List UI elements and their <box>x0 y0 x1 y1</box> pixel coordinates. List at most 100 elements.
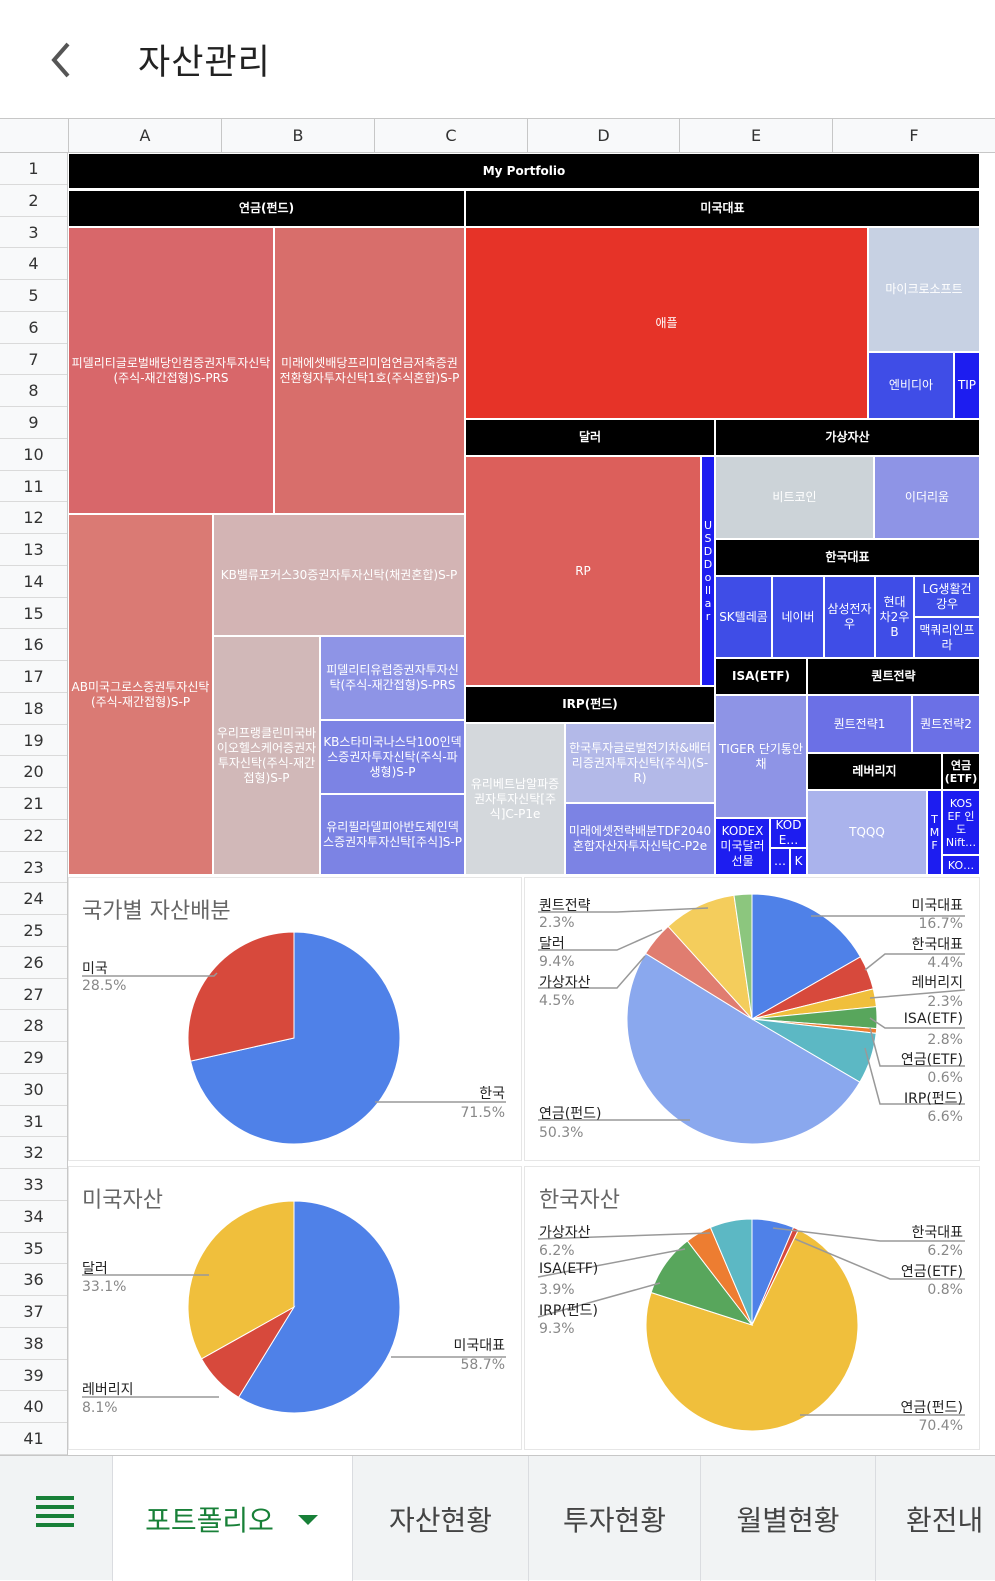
treemap-group-irp[interactable]: IRP(펀드) <box>465 686 715 723</box>
column-header[interactable]: E <box>679 119 832 152</box>
tab-exchange[interactable]: 환전내 <box>875 1456 995 1581</box>
treemap-item[interactable]: 네이버 <box>772 576 824 658</box>
row-header[interactable]: 17 <box>0 661 67 693</box>
row-header[interactable]: 10 <box>0 439 67 471</box>
row-header[interactable]: 9 <box>0 407 67 439</box>
treemap-item[interactable]: KODEX 미국달러선물 <box>715 818 770 875</box>
row-header[interactable]: 15 <box>0 598 67 630</box>
row-header[interactable]: 8 <box>0 375 67 408</box>
tab-investment-status[interactable]: 투자현황 <box>528 1456 700 1581</box>
treemap-item[interactable]: 미래에셋전략배분TDF2040혼합자산자투자신탁C-P2e <box>565 803 715 875</box>
treemap-group-quant[interactable]: 퀀트전략 <box>807 658 980 695</box>
treemap-item[interactable]: 삼성전자우 <box>824 576 875 658</box>
treemap-item[interactable]: 엔비디아 <box>868 352 954 419</box>
treemap-item[interactable]: KOD E… <box>770 818 807 848</box>
tab-asset-status[interactable]: 자산현황 <box>352 1456 528 1581</box>
treemap-group-dollar[interactable]: 달러 <box>465 419 715 456</box>
row-header[interactable]: 1 <box>0 153 67 185</box>
pie-chart[interactable] <box>69 1167 521 1449</box>
dropdown-arrow-icon[interactable] <box>296 1511 320 1527</box>
column-header[interactable]: A <box>68 119 221 152</box>
row-header[interactable]: 30 <box>0 1074 67 1106</box>
row-header[interactable]: 24 <box>0 883 67 916</box>
treemap-group-leverage[interactable]: 레버리지 <box>807 753 942 790</box>
category-allocation-chart[interactable]: 퀀트전략 2.3% 달러 9.4% 가상자산 4.5% 연금(펀드) 50.3%… <box>524 877 980 1161</box>
pie-slice[interactable] <box>626 952 861 1145</box>
row-header[interactable]: 12 <box>0 502 67 535</box>
row-header[interactable]: 22 <box>0 820 67 852</box>
treemap-item[interactable]: 이더리움 <box>874 456 980 539</box>
treemap-item[interactable]: 마이크로소프트 <box>868 227 980 352</box>
column-header[interactable]: D <box>527 119 679 152</box>
row-header[interactable]: 36 <box>0 1264 67 1297</box>
treemap-item[interactable]: SK텔레콤 <box>715 576 772 658</box>
tab-monthly-status[interactable]: 월별현황 <box>700 1456 875 1581</box>
portfolio-treemap[interactable]: My Portfolio 연금(펀드) 피델리티글로벌배당인컴증권자투자신탁(주… <box>68 153 980 875</box>
treemap-item[interactable]: USD Dollar <box>701 456 715 686</box>
treemap-group-us-rep[interactable]: 미국대표 <box>465 190 980 227</box>
row-header[interactable]: 37 <box>0 1296 67 1328</box>
row-header[interactable]: 21 <box>0 788 67 820</box>
row-header[interactable]: 29 <box>0 1042 67 1074</box>
row-header[interactable]: 27 <box>0 979 67 1011</box>
treemap-item[interactable]: T M F <box>927 790 942 875</box>
treemap-item[interactable]: 유리필라델피아반도체인덱스증권자투자신탁[주식]S-P <box>320 794 465 875</box>
treemap-item[interactable]: KO… <box>942 855 980 875</box>
pie-chart[interactable] <box>525 1167 979 1449</box>
row-header[interactable]: 23 <box>0 852 67 884</box>
back-arrow-icon[interactable] <box>44 36 80 84</box>
kr-assets-chart[interactable]: 한국자산 가상자산 6.2% ISA(ETF) 3.9% IRP(펀드) 9.3… <box>524 1166 980 1450</box>
row-header[interactable]: 38 <box>0 1328 67 1360</box>
treemap-item[interactable]: RP <box>465 456 701 686</box>
row-header[interactable]: 3 <box>0 217 67 249</box>
treemap-group-isa[interactable]: ISA(ETF) <box>715 658 807 695</box>
treemap-item[interactable]: 미래에셋배당프리미엄연금저축증권전환형자투자신탁1호(주식혼합)S-P <box>274 227 465 514</box>
treemap-group-pension-fund[interactable]: 연금(펀드) <box>68 190 465 227</box>
treemap-item[interactable]: 피델리티유럽증권자투자신탁(주식-재간접형)S-PRS <box>320 636 465 720</box>
row-header[interactable]: 4 <box>0 248 67 281</box>
treemap-item[interactable]: KB스타미국나스닥100인덱스증권자투자신탁(주식-파생형)S-P <box>320 720 465 794</box>
row-header[interactable]: 16 <box>0 629 67 662</box>
treemap-item[interactable]: TQQQ <box>807 790 927 875</box>
treemap-item[interactable]: 현대차2우B <box>875 576 914 658</box>
treemap-item[interactable]: LG생활건강우 <box>914 576 980 617</box>
column-header[interactable]: B <box>221 119 374 152</box>
treemap-item[interactable]: 퀀트전략2 <box>912 695 980 753</box>
row-header[interactable]: 32 <box>0 1137 67 1170</box>
row-header[interactable]: 20 <box>0 756 67 789</box>
pie-chart[interactable] <box>525 878 979 1160</box>
all-sheets-menu-icon[interactable] <box>36 1496 74 1527</box>
pie-slice[interactable] <box>237 1200 401 1414</box>
pie-slice[interactable] <box>645 1229 859 1432</box>
treemap-item[interactable]: 퀀트전략1 <box>807 695 912 753</box>
treemap-item[interactable]: TIP <box>954 352 980 419</box>
treemap-item[interactable]: KB밸류포커스30증권자투자신탁(채권혼합)S-P <box>213 514 465 636</box>
row-header[interactable]: 26 <box>0 947 67 979</box>
row-header[interactable]: 13 <box>0 534 67 566</box>
treemap-item[interactable]: AB미국그로스증권투자신탁(주식-재간접형)S-P <box>68 514 213 875</box>
row-header[interactable]: 40 <box>0 1391 67 1424</box>
treemap-item[interactable]: 한국투자글로벌전기차&배터리증권자투자신탁(주식)(S-R) <box>565 723 715 803</box>
pie-slice[interactable] <box>751 893 862 1020</box>
row-header[interactable]: 5 <box>0 280 67 312</box>
row-header[interactable]: 2 <box>0 185 67 217</box>
treemap-item[interactable]: K <box>790 848 807 875</box>
pie-slice[interactable] <box>189 931 401 1145</box>
row-header[interactable]: 19 <box>0 725 67 757</box>
treemap-item[interactable]: … <box>770 848 790 875</box>
row-header[interactable]: 33 <box>0 1169 67 1201</box>
tab-portfolio[interactable]: 포트폴리오 <box>112 1456 352 1581</box>
treemap-item[interactable]: 피델리티글로벌배당인컴증권자투자신탁(주식-재간접형)S-PRS <box>68 227 274 514</box>
row-header[interactable]: 11 <box>0 471 67 503</box>
pie-slice[interactable] <box>187 1200 295 1360</box>
country-allocation-chart[interactable]: 국가별 자산배분 미국 28.5% 한국 71.5% <box>68 877 522 1161</box>
row-header[interactable]: 34 <box>0 1201 67 1233</box>
row-header[interactable]: 6 <box>0 312 67 344</box>
row-header[interactable]: 7 <box>0 344 67 376</box>
row-header[interactable]: 35 <box>0 1233 67 1265</box>
treemap-group-kr-rep[interactable]: 한국대표 <box>715 539 980 576</box>
row-header[interactable]: 31 <box>0 1106 67 1138</box>
treemap-item[interactable]: 유리베트남알파증권자투자신탁[주식]C-P1e <box>465 723 565 875</box>
treemap-item[interactable]: 비트코인 <box>715 456 874 539</box>
pie-slice[interactable] <box>709 1218 753 1326</box>
